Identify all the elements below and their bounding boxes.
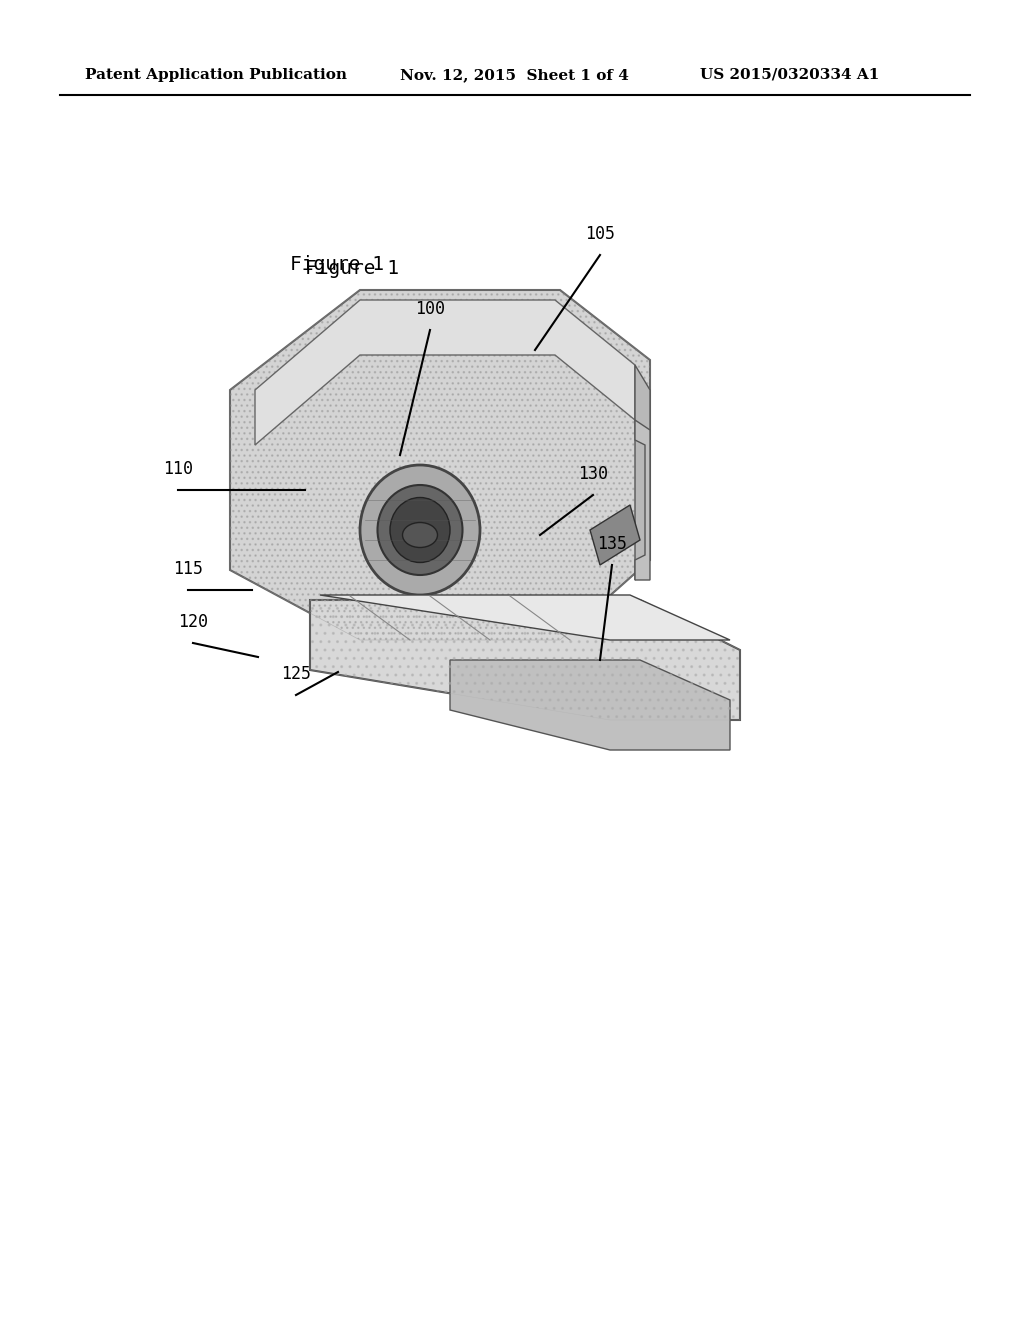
Text: 135: 135 bbox=[597, 535, 627, 553]
Polygon shape bbox=[635, 366, 650, 579]
Text: 115: 115 bbox=[173, 560, 203, 578]
Polygon shape bbox=[310, 601, 740, 719]
Text: 130: 130 bbox=[578, 465, 608, 483]
Polygon shape bbox=[590, 506, 640, 565]
Text: Figure 1: Figure 1 bbox=[305, 259, 399, 277]
Ellipse shape bbox=[402, 523, 437, 548]
Polygon shape bbox=[255, 300, 635, 445]
Text: 105: 105 bbox=[585, 224, 615, 243]
Text: Patent Application Publication: Patent Application Publication bbox=[85, 69, 347, 82]
Text: 125: 125 bbox=[281, 665, 311, 682]
Text: 110: 110 bbox=[163, 459, 193, 478]
Ellipse shape bbox=[390, 498, 450, 562]
Polygon shape bbox=[319, 595, 730, 640]
Polygon shape bbox=[450, 660, 730, 750]
Text: 100: 100 bbox=[415, 300, 445, 318]
Text: US 2015/0320334 A1: US 2015/0320334 A1 bbox=[700, 69, 880, 82]
Polygon shape bbox=[230, 290, 650, 640]
Text: Figure 1: Figure 1 bbox=[290, 256, 384, 275]
Ellipse shape bbox=[378, 484, 463, 576]
Text: Nov. 12, 2015  Sheet 1 of 4: Nov. 12, 2015 Sheet 1 of 4 bbox=[400, 69, 629, 82]
Ellipse shape bbox=[360, 465, 480, 595]
Text: 120: 120 bbox=[178, 612, 208, 631]
Polygon shape bbox=[635, 420, 650, 579]
